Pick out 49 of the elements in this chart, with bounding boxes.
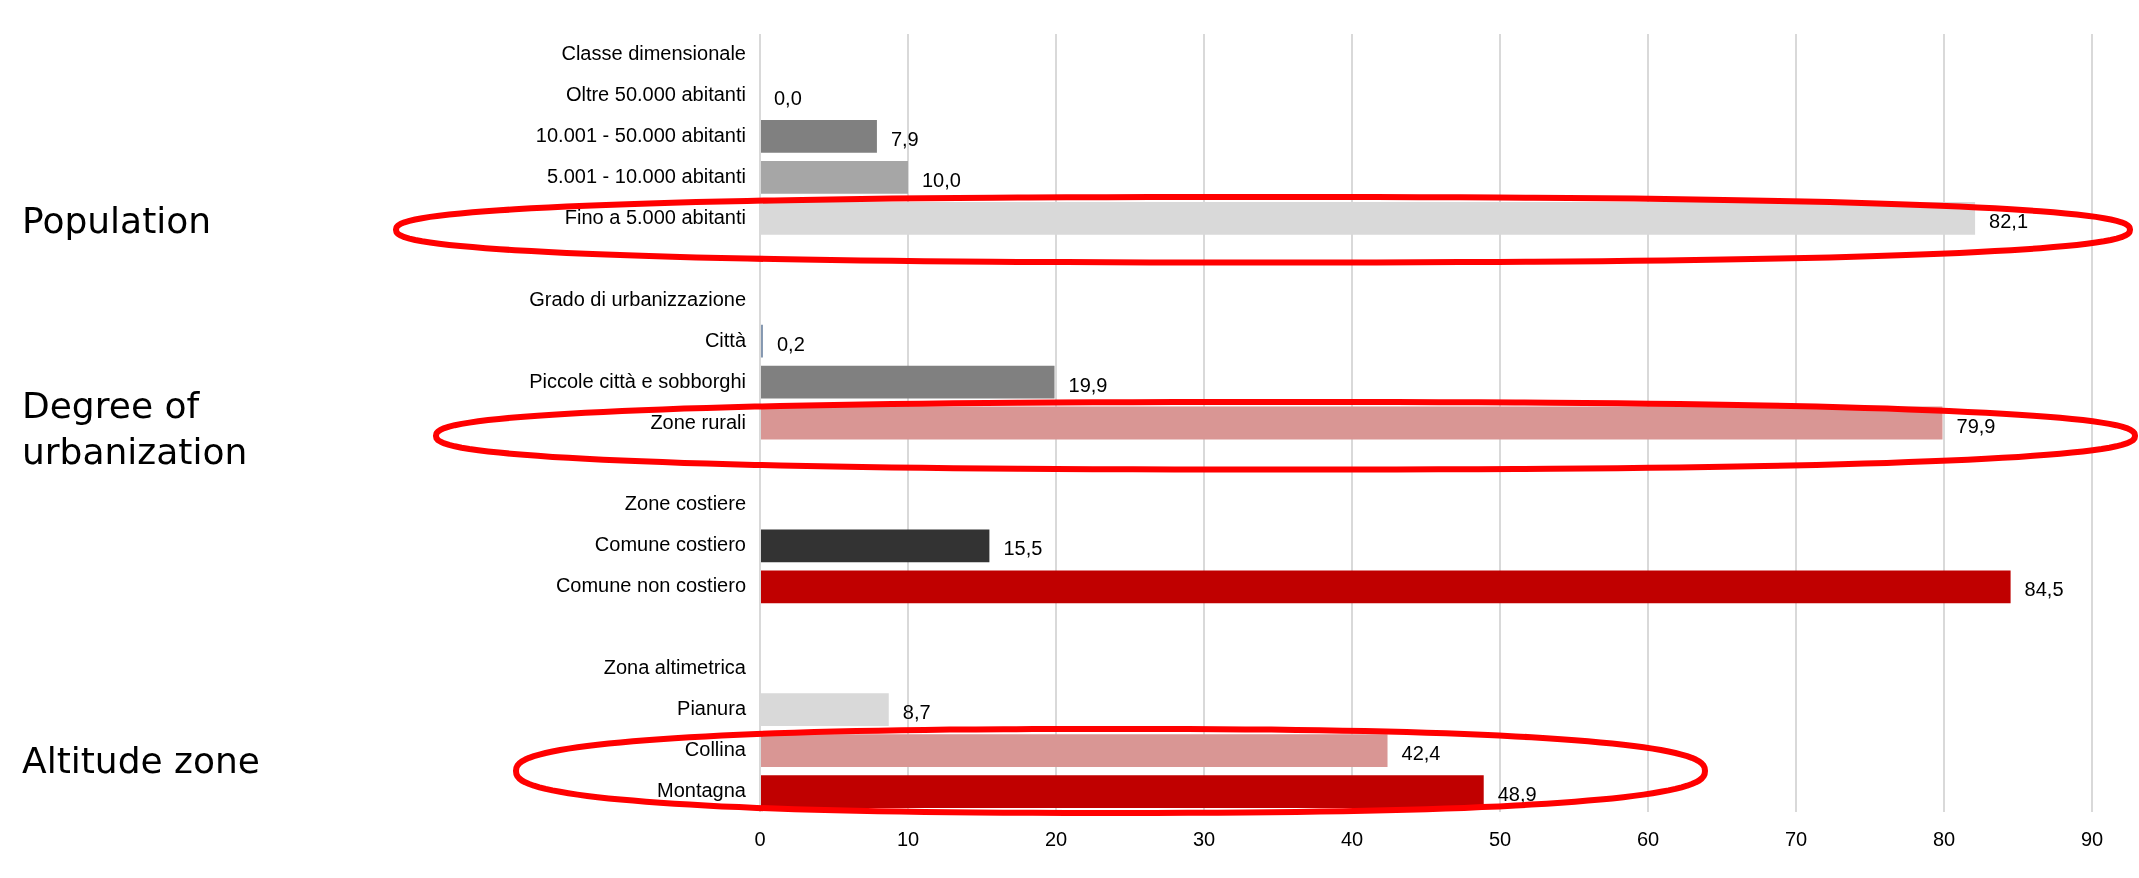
data-label: 79,9 bbox=[1956, 414, 1996, 437]
y-tick-label: Zone costiere bbox=[624, 492, 746, 515]
bar bbox=[761, 406, 1943, 440]
y-tick-label: Zone rurali bbox=[650, 410, 746, 433]
data-label: 84,5 bbox=[2024, 578, 2064, 601]
data-label: 15,5 bbox=[1003, 537, 1043, 560]
y-tick-label: Città bbox=[704, 328, 747, 351]
y-tick-label: 5.001 - 10.000 abitanti bbox=[546, 164, 746, 187]
y-tick-label: Piccole città e sobborghi bbox=[529, 369, 746, 392]
text: Altitude zone bbox=[22, 739, 261, 783]
y-tick-label: Zona altimetrica bbox=[603, 656, 747, 679]
data-label: 0,2 bbox=[776, 332, 805, 355]
x-tick-label: 20 bbox=[1044, 827, 1068, 850]
bar bbox=[761, 160, 908, 194]
data-label: 42,4 bbox=[1401, 742, 1441, 765]
bar bbox=[761, 119, 877, 153]
y-tick-label: Pianura bbox=[677, 697, 747, 720]
y-tick-label: Montagna bbox=[657, 779, 747, 802]
data-label: 48,9 bbox=[1497, 783, 1537, 806]
data-label: 7,9 bbox=[890, 127, 919, 150]
x-tick-label: 60 bbox=[1636, 827, 1660, 850]
text: Population bbox=[22, 199, 213, 243]
data-label: 0,0 bbox=[774, 86, 802, 109]
x-tick-label: 30 bbox=[1192, 827, 1216, 850]
data-label: 8,7 bbox=[902, 701, 931, 724]
bar bbox=[761, 570, 2011, 604]
bar bbox=[761, 529, 990, 563]
x-tick-label: 70 bbox=[1784, 827, 1808, 850]
y-tick-label: Classe dimensionale bbox=[561, 41, 746, 64]
bar bbox=[761, 734, 1388, 767]
x-tick-label: 50 bbox=[1488, 827, 1512, 850]
y-tick-label: Oltre 50.000 abitanti bbox=[565, 82, 746, 105]
x-tick-label: 0 bbox=[754, 827, 766, 850]
y-tick-label: Fino a 5.000 abitanti bbox=[564, 205, 746, 228]
x-tick-label: 10 bbox=[896, 827, 920, 850]
bar bbox=[761, 365, 1055, 399]
data-label: 82,1 bbox=[1989, 209, 2029, 232]
y-tick-label: Collina bbox=[684, 738, 747, 761]
data-label: 19,9 bbox=[1068, 373, 1108, 396]
x-tick-label: 40 bbox=[1340, 827, 1364, 850]
y-tick-label: Comune non costiero bbox=[555, 574, 746, 597]
y-tick-label: 10.001 - 50.000 abitanti bbox=[535, 123, 746, 146]
data-label: 10,0 bbox=[922, 168, 961, 191]
y-tick-label: Grado di urbanizzazione bbox=[529, 287, 746, 310]
y-tick-label: Comune costiero bbox=[594, 533, 746, 556]
text: Degree of urbanization bbox=[22, 384, 249, 474]
bar bbox=[761, 775, 1484, 808]
x-tick-label: 80 bbox=[1932, 827, 1956, 850]
x-tick-label: 90 bbox=[2080, 827, 2104, 850]
